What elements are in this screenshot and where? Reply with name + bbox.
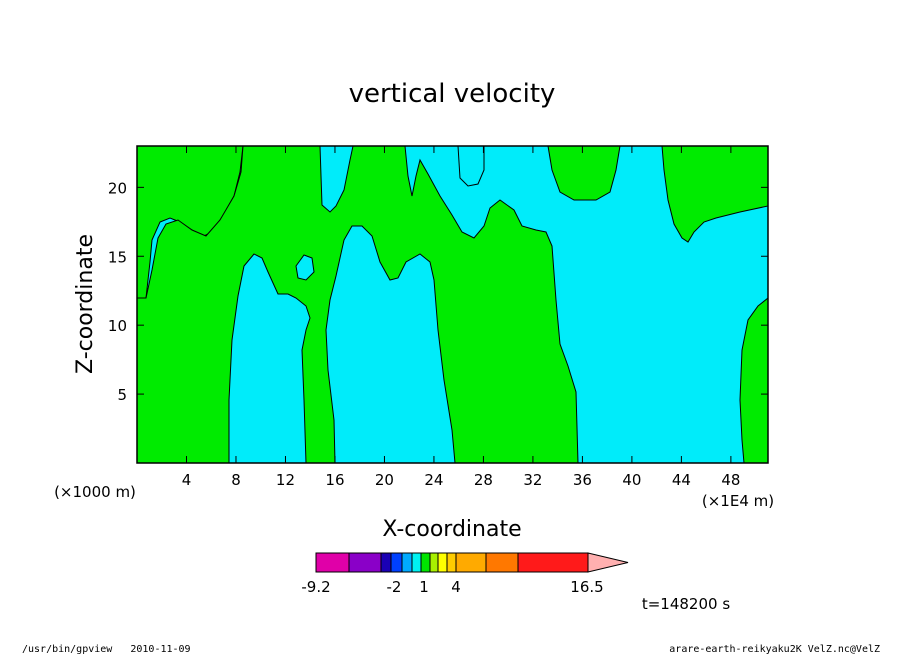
x-tick-label: 8 <box>231 471 241 489</box>
colorbar-segment <box>517 552 589 573</box>
colorbar-label: -9.2 <box>301 578 330 596</box>
colorbar-segment <box>401 552 413 573</box>
colorbar-segment <box>420 552 431 573</box>
green-region-right <box>661 146 768 243</box>
colorbar-label: -2 <box>387 578 402 596</box>
y-tick-label: 20 <box>108 179 127 197</box>
x-tick-label: 4 <box>182 471 192 489</box>
colorbar-segment <box>348 552 382 573</box>
colorbar-segment <box>485 552 519 573</box>
x-tick-label: 16 <box>325 471 344 489</box>
colorbar-segment <box>390 552 403 573</box>
colorbar-segment <box>455 552 487 573</box>
x-ticks: 4 8 12 16 20 24 28 32 36 40 44 48 <box>182 146 740 489</box>
colorbar-arrow <box>587 552 629 573</box>
colorbar-labels: -9.2 -2 1 4 16.5 <box>301 578 603 596</box>
colorbar-segment <box>315 552 350 573</box>
cyan-notch-top <box>457 146 485 187</box>
x-tick-label: 44 <box>672 471 691 489</box>
plot-frame <box>136 145 769 464</box>
footer-left: /usr/bin/gpview 2010-11-09 <box>22 644 191 654</box>
y-tick-label: 15 <box>108 248 127 266</box>
x-tick-label: 32 <box>523 471 542 489</box>
green-region-bottom-right <box>739 297 768 463</box>
green-lobe-top-right <box>547 146 621 201</box>
x-tick-label: 20 <box>375 471 394 489</box>
colorbar-segment <box>446 552 457 573</box>
y-tick-label: 10 <box>108 317 127 335</box>
green-region-main <box>137 146 579 463</box>
footer-right: arare-earth-reikyaku2K_VelZ.nc@VelZ <box>669 644 880 654</box>
colorbar-label: 16.5 <box>570 578 603 596</box>
colorbar-segment <box>437 552 448 573</box>
colorbar-segment <box>380 552 392 573</box>
x-scale-note: (×1000 m) <box>54 483 136 501</box>
colorbar-segment <box>429 552 439 573</box>
y-axis-label: Z-coordinate <box>73 234 98 374</box>
x-tick-label: 36 <box>573 471 592 489</box>
colorbar-label: 4 <box>451 578 461 596</box>
y-ticks: 5 10 15 20 <box>108 179 768 404</box>
chart-title: vertical velocity <box>349 79 556 109</box>
cyan-blob <box>295 254 315 281</box>
colorbar-label: 1 <box>419 578 429 596</box>
y-tick-label: 5 <box>117 386 127 404</box>
colorbar <box>315 552 629 573</box>
x-tick-label: 28 <box>474 471 493 489</box>
x-units-note: (×1E4 m) <box>702 492 774 510</box>
x-tick-label: 12 <box>276 471 295 489</box>
x-tick-label: 40 <box>622 471 641 489</box>
x-tick-label: 24 <box>424 471 443 489</box>
x-axis-label: X-coordinate <box>382 517 521 542</box>
x-tick-label: 48 <box>721 471 740 489</box>
colorbar-segment <box>411 552 422 573</box>
time-label: t=148200 s <box>642 595 730 613</box>
